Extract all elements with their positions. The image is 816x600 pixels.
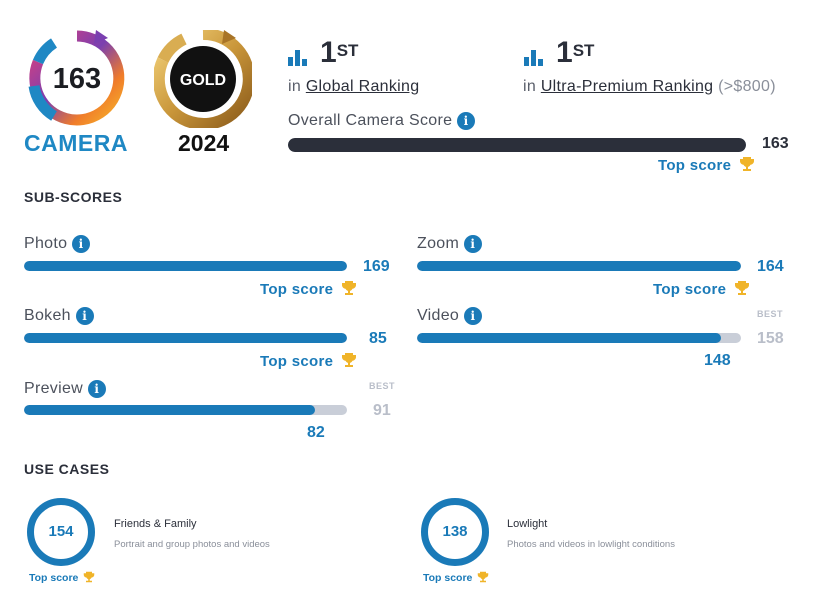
subscores-title: SUB-SCORES: [24, 189, 123, 205]
subscore-value-photo: 169: [363, 258, 390, 275]
subscore-value-video: 148: [704, 352, 731, 369]
bar-chart-icon: [524, 50, 543, 66]
camera-score-badge: 163: [28, 30, 125, 126]
info-icon[interactable]: i: [75, 307, 94, 325]
subscore-fill-zoom: [417, 261, 741, 271]
subscore-best-label-preview: BEST: [369, 381, 396, 391]
overall-top-score: Top score: [658, 156, 755, 174]
subscore-label-preview: Preview i: [24, 380, 106, 398]
subscore-value-preview: 82: [307, 424, 325, 441]
trophy-icon: [341, 281, 356, 295]
use-case-title: Lowlight: [507, 518, 548, 530]
subscore-bar-video: [417, 333, 741, 343]
info-icon[interactable]: i: [87, 380, 106, 398]
segment-ranking-link[interactable]: Ultra-Premium Ranking: [540, 78, 714, 95]
camera-label: CAMERA: [24, 130, 128, 156]
subscore-label-zoom: Zoom i: [417, 235, 482, 253]
subscore-top-photo: Top score: [260, 280, 357, 298]
gold-label-badge: GOLD: [154, 30, 252, 128]
global-ranking-link[interactable]: Global Ranking: [305, 78, 420, 95]
use-case-description: Photos and videos in lowlight conditions: [507, 539, 675, 550]
segment-rank-place: 1ST: [556, 36, 595, 69]
segment-rank-line: in Ultra-Premium Ranking (>$800): [523, 78, 776, 95]
subscore-top-zoom: Top score: [653, 280, 750, 298]
overall-score-bar: [288, 138, 746, 152]
global-rank-line: in Global Ranking: [288, 78, 420, 95]
use-case-title: Friends & Family: [114, 518, 197, 530]
subscore-label-video: Video i: [417, 307, 482, 325]
bar-chart-icon: [288, 50, 307, 66]
subscore-value-zoom: 164: [757, 258, 784, 275]
gold-label: GOLD: [180, 72, 226, 89]
trophy-icon: [478, 571, 489, 583]
use-case-score-ring: 154: [27, 498, 95, 566]
trophy-icon: [84, 571, 95, 583]
award-year: 2024: [178, 130, 230, 156]
subscore-top-bokeh: Top score: [260, 352, 357, 370]
subscore-label-bokeh: Bokeh i: [24, 307, 94, 325]
overall-score-label: Overall Camera Score i: [288, 112, 476, 130]
use-case-description: Portrait and group photos and videos: [114, 539, 270, 550]
subscore-bar-preview: [24, 405, 347, 415]
subscore-label-photo: Photo i: [24, 235, 91, 253]
info-icon[interactable]: i: [463, 235, 482, 253]
trophy-icon: [341, 353, 356, 367]
overall-score-fill: [288, 138, 746, 152]
camera-score-value: 163: [53, 63, 101, 95]
use-case-top-score: Top score: [29, 571, 95, 584]
global-rank-place: 1ST: [320, 36, 359, 69]
trophy-icon: [739, 157, 754, 171]
subscore-best-label-video: BEST: [757, 309, 784, 319]
info-icon[interactable]: i: [72, 235, 91, 253]
subscore-bar-zoom: [417, 261, 741, 271]
subscore-best-preview: 91: [373, 402, 391, 419]
subscore-bar-bokeh: [24, 333, 347, 343]
use-case-score-ring: 138: [421, 498, 489, 566]
subscore-fill-bokeh: [24, 333, 347, 343]
trophy-icon: [734, 281, 749, 295]
subscore-fill-preview: [24, 405, 316, 415]
subscore-value-bokeh: 85: [369, 330, 387, 347]
subscore-fill-video: [417, 333, 721, 343]
use-cases-title: USE CASES: [24, 461, 110, 477]
subscore-best-video: 158: [757, 330, 784, 347]
overall-score-value: 163: [762, 135, 789, 152]
subscore-bar-photo: [24, 261, 347, 271]
use-case-top-score: Top score: [423, 571, 489, 584]
info-icon[interactable]: i: [457, 112, 476, 130]
subscore-fill-photo: [24, 261, 347, 271]
info-icon[interactable]: i: [463, 307, 482, 325]
